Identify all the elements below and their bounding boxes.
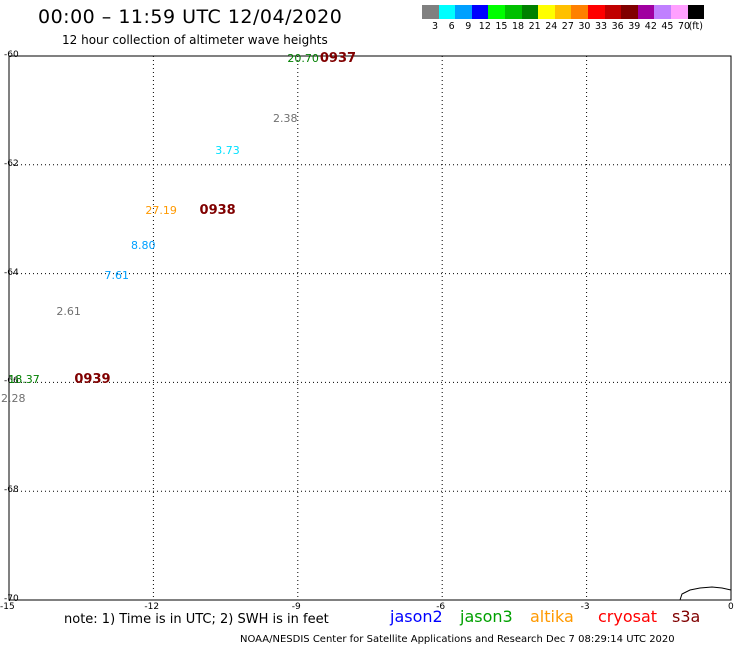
x-tick-label: -15 [0,602,15,612]
color-swatch [670,5,688,19]
color-scale-label: 12 [478,21,491,32]
time-label: 0938 [199,203,236,219]
y-tick-label: -66 [4,376,19,387]
color-swatch [521,5,539,19]
color-scale-label: 9 [465,21,472,32]
color-scale-label: 36 [611,21,624,32]
time-label: 0937 [319,50,357,66]
footer-credit: NOAA/NESDIS Center for Satellite Applica… [240,634,675,645]
x-tick-label: 0 [728,602,734,612]
color-swatch [637,5,655,19]
color-swatch [471,5,489,19]
y-tick-label: -62 [4,158,19,169]
color-scale-label: 18 [512,21,525,32]
time-label: 0939 [74,371,111,387]
swh-value-label: 2.61 [56,304,81,318]
color-swatch [554,5,572,19]
color-scale-label: 39 [628,21,641,32]
color-scale-label: 24 [545,21,558,32]
x-tick-label: -3 [580,602,590,612]
coastline-antarctica [679,586,732,601]
color-scale-label: 70 [678,21,691,32]
color-scale-label: 27 [561,21,574,32]
satellite-legend-item: altika [530,607,574,626]
note-text: note: 1) Time is in UTC; 2) SWH is in fe… [64,612,329,627]
color-scale-label: (ft) [688,21,703,32]
swh-value-label: 2.28 [1,391,26,405]
color-swatch [488,5,505,19]
swh-value-label: 20.70 [287,51,319,65]
color-swatch [504,5,522,19]
color-swatch [422,5,439,19]
x-tick-label: -12 [144,602,160,612]
swh-value-label: 27.19 [145,204,177,218]
color-swatch [538,5,555,19]
satellite-legend-item: s3a [672,607,701,626]
color-swatch [571,5,588,19]
color-scale-label: 30 [578,21,591,32]
y-tick-label: -64 [4,267,19,278]
color-swatch [587,5,605,19]
color-swatch [687,5,705,19]
color-swatch [455,5,472,19]
x-tick-label: -9 [291,602,301,612]
x-tick-label: -6 [436,602,446,612]
map-title: 00:00 – 11:59 UTC 12/04/2020 [38,6,343,28]
color-scale-label: 15 [495,21,508,32]
color-swatch [654,5,671,19]
satellite-legend-item: jason3 [460,607,513,626]
color-swatch [604,5,622,19]
color-scale-label: 33 [595,21,608,32]
satellite-legend-item: jason2 [390,607,443,626]
plot-frame [8,55,732,601]
color-scale-label: 45 [661,21,674,32]
swh-value-label: 7.61 [104,269,130,283]
color-scale-label: 42 [644,21,657,32]
swh-value-label: 8.80 [130,239,156,253]
swh-value-label: 18.37 [8,372,40,386]
swh-value-label: 3.73 [215,144,240,158]
y-tick-label: -70 [4,594,19,604]
gridlines [9,56,731,600]
color-scale-label: 21 [528,21,541,32]
color-scale-label: 6 [448,21,455,32]
y-tick-label: -60 [4,50,19,60]
color-swatch [438,5,456,19]
color-scale-bar [422,5,705,19]
color-swatch [621,5,638,19]
color-scale-label: 3 [432,21,439,32]
satellite-legend-item: cryosat [598,607,658,626]
y-tick-label: -68 [4,485,19,496]
map-subtitle: 12 hour collection of altimeter wave hei… [62,33,328,47]
color-scale-labels: 3 6 9 12 15 18 21 24 27 30 33 36 39 42 45 70 (ft) [422,21,740,33]
swh-value-label: 2.38 [272,111,298,125]
